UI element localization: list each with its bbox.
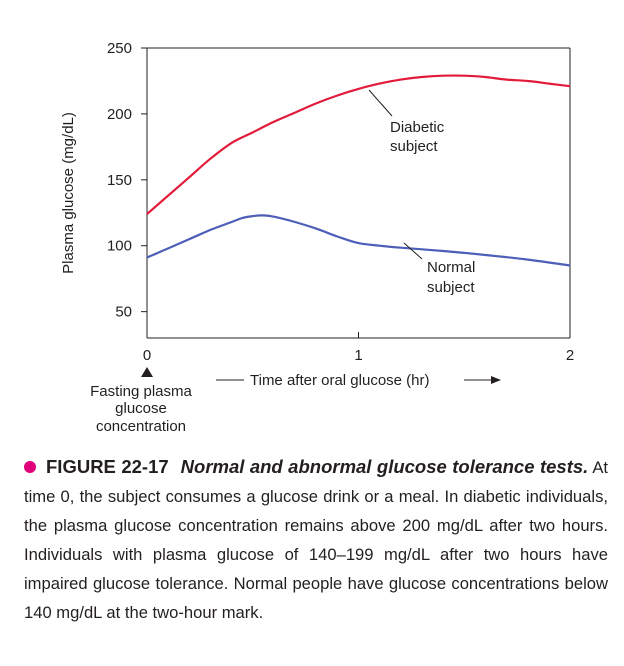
diabetic-leader-line	[368, 89, 393, 117]
normal-label-line1: Normal	[427, 259, 475, 276]
diabetic-label-line1: Diabetic	[390, 119, 445, 136]
figure-number: FIGURE 22-17	[46, 456, 169, 477]
caption-body: At time 0, the subject consumes a glucos…	[24, 458, 608, 622]
normal-leader-line	[403, 242, 423, 260]
y-tick-label: 150	[107, 172, 132, 189]
y-tick-label: 250	[107, 40, 132, 57]
fasting-label-line1: Fasting plasma	[90, 383, 192, 400]
figure-caption: FIGURE 22-17 Normal and abnormal glucose …	[24, 452, 608, 627]
figure-title: Normal and abnormal glucose tolerance te…	[180, 456, 589, 477]
x-axis-ticks: 0 1 2	[143, 332, 574, 364]
bullet-icon	[24, 461, 36, 473]
series-group	[146, 74, 571, 267]
y-tick-label: 200	[107, 106, 132, 123]
fasting-label-line3: concentration	[96, 418, 186, 435]
x-tick-label: 0	[143, 347, 151, 364]
x-axis-title: Time after oral glucose (hr)	[250, 372, 430, 389]
y-tick-label: 50	[115, 304, 132, 321]
y-axis-ticks: 50 100 150 200 250	[107, 40, 147, 321]
normal-subject-series-line	[146, 214, 571, 267]
glucose-tolerance-chart: 50 100 150 200 250 0 1 2 Plasma glucose (mg/dL…	[60, 40, 574, 435]
diabetic-label-line2: subject	[390, 138, 438, 155]
y-tick-label: 100	[107, 238, 132, 255]
diabetic-subject-series-line	[146, 74, 571, 215]
y-axis-title: Plasma glucose (mg/dL)	[60, 112, 77, 274]
x-tick-label: 2	[566, 347, 574, 364]
x-tick-label: 1	[354, 347, 362, 364]
fasting-label-line2: glucose	[115, 400, 167, 417]
normal-label-line2: subject	[427, 279, 475, 296]
fasting-arrow-icon	[141, 367, 153, 377]
